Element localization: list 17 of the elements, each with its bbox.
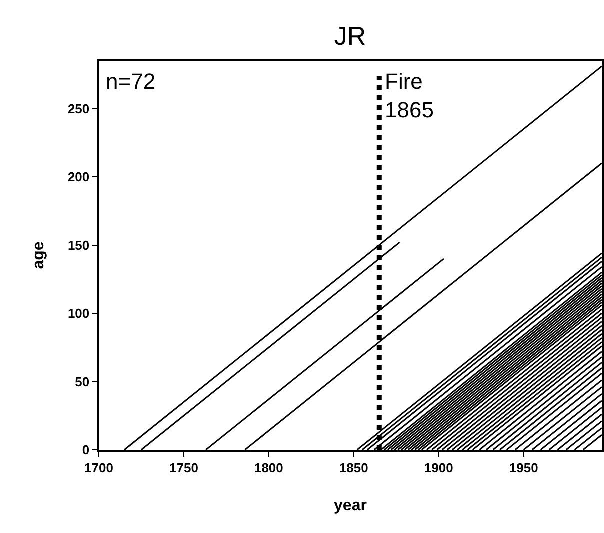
ref-line-label: Fire 1865 [385,69,434,123]
x-tick-label: 1900 [424,460,454,476]
y-tick-label: 250 [68,101,90,116]
y-tick-label: 200 [68,170,90,185]
x-tick-label: 1750 [170,460,198,476]
x-axis-title: year [334,498,367,515]
chart-title: JR [334,20,366,51]
y-tick-label: 0 [82,442,90,458]
x-tick-label: 1950 [509,460,538,476]
y-axis-title: age [30,242,48,270]
y-tick-label: 50 [75,374,90,390]
x-tick-label: 1850 [339,460,368,476]
y-tick-label: 100 [68,306,90,322]
x-tick-label: 1800 [254,460,284,476]
annotation: n=72 [106,69,156,94]
x-tick-label: 1700 [84,460,114,476]
y-tick-label: 150 [68,238,90,253]
